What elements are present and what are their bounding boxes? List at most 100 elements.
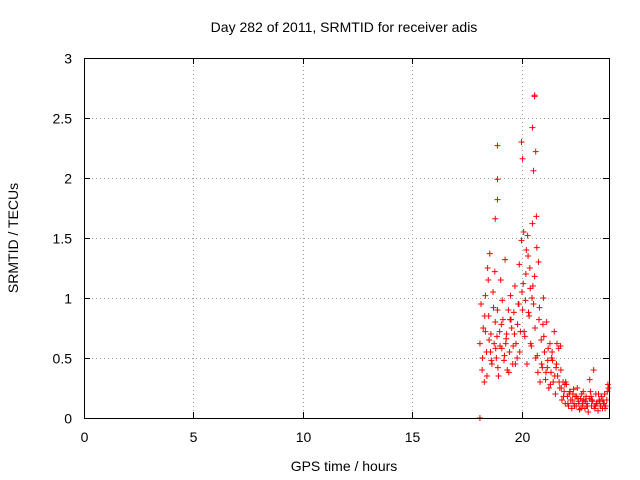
data-point — [476, 340, 483, 347]
data-point — [571, 403, 578, 409]
data-point — [579, 400, 586, 407]
data-point — [508, 325, 515, 331]
data-point — [520, 280, 527, 287]
data-point — [493, 355, 500, 361]
data-point — [564, 400, 571, 407]
data-point — [595, 407, 602, 414]
data-point — [531, 93, 538, 100]
data-point — [531, 273, 538, 280]
data-point — [535, 259, 542, 265]
data-point — [539, 364, 546, 371]
data-point — [512, 361, 519, 367]
data-point — [526, 313, 533, 319]
y-tick-label: 2.5 — [53, 111, 73, 127]
data-point — [507, 316, 514, 323]
data-point — [542, 376, 549, 383]
data-point — [595, 391, 602, 397]
data-point — [521, 328, 528, 335]
data-point — [530, 301, 537, 307]
chart-title: Day 282 of 2011, SRMTID for receiver adi… — [211, 19, 478, 35]
data-point — [529, 220, 536, 227]
data-point — [548, 369, 555, 376]
data-point — [503, 331, 510, 337]
data-point — [486, 337, 493, 343]
data-point — [596, 398, 603, 405]
data-point — [523, 361, 530, 367]
data-point — [479, 367, 486, 373]
data-point — [558, 397, 565, 403]
data-point — [529, 124, 536, 131]
y-tick-label: 3 — [64, 51, 72, 67]
data-point — [524, 232, 531, 239]
data-point — [557, 343, 564, 349]
y-tick-label: 0.5 — [53, 351, 73, 367]
data-point — [492, 319, 499, 325]
data-point — [492, 215, 499, 222]
data-point — [516, 261, 523, 268]
data-point — [557, 367, 564, 373]
data-point — [533, 213, 540, 220]
data-point — [488, 361, 495, 367]
data-point — [592, 403, 599, 409]
y-axis-title: SRMTID / TECUs — [5, 183, 21, 293]
data-point — [481, 313, 488, 319]
data-point — [590, 367, 597, 373]
data-point — [532, 148, 539, 155]
data-point — [494, 176, 501, 183]
data-point — [549, 349, 556, 355]
data-point — [518, 237, 525, 244]
data-point — [510, 343, 517, 349]
data-point — [551, 373, 558, 379]
data-point — [587, 388, 594, 395]
data-point — [539, 321, 546, 328]
data-point — [497, 277, 504, 283]
data-point — [570, 386, 577, 393]
data-point — [511, 331, 518, 337]
data-point — [519, 155, 526, 162]
data-point — [491, 340, 498, 347]
data-point — [532, 325, 539, 331]
data-point — [553, 364, 560, 371]
data-point — [499, 316, 506, 323]
data-point — [525, 309, 532, 316]
data-point — [545, 345, 552, 352]
x-tick-label: 20 — [515, 429, 531, 445]
data-point — [519, 307, 526, 313]
data-point — [541, 349, 548, 355]
data-point — [589, 398, 596, 405]
x-axis-title: GPS time / hours — [291, 458, 398, 474]
data-point — [561, 388, 568, 395]
data-point — [490, 304, 497, 311]
data-point — [521, 333, 528, 340]
data-point — [543, 369, 549, 376]
data-point — [502, 256, 509, 263]
data-point — [560, 393, 567, 400]
data-point — [556, 379, 563, 385]
data-point — [588, 397, 595, 403]
data-point — [507, 292, 514, 299]
data-point — [536, 316, 542, 323]
data-point — [537, 379, 544, 385]
data-point — [494, 364, 501, 371]
data-point — [482, 292, 489, 299]
y-tick-label: 1 — [64, 291, 72, 307]
data-point — [494, 196, 501, 203]
data-point — [522, 271, 529, 277]
data-point — [530, 167, 537, 174]
data-point — [482, 328, 489, 335]
data-point — [494, 333, 500, 340]
data-point — [478, 301, 485, 307]
data-point — [561, 381, 568, 388]
data-point — [481, 379, 488, 385]
data-point — [494, 142, 501, 149]
data-point — [483, 373, 490, 379]
data-point — [602, 405, 609, 412]
data-point — [484, 265, 491, 271]
data-point — [582, 398, 589, 405]
data-point — [543, 319, 550, 325]
data-point — [514, 321, 521, 328]
data-point — [494, 307, 501, 313]
data-point — [487, 349, 494, 355]
data-point — [506, 349, 513, 355]
data-point — [516, 349, 523, 355]
